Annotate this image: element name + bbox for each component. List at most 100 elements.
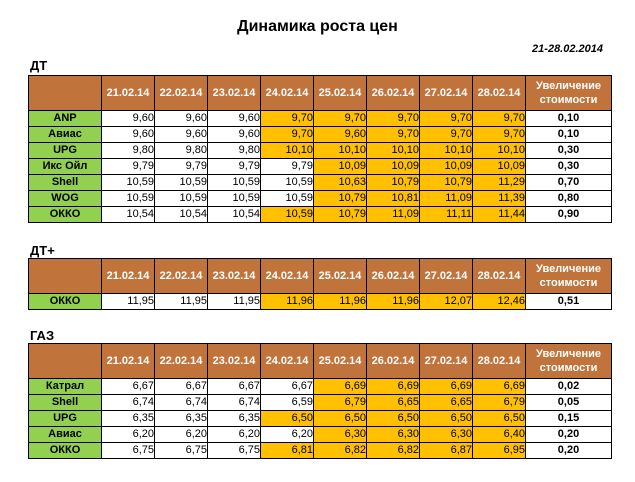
table-row: ОККО 10,54 10,54 10,54 10,59 10,79 11,09 11,11 1… <box>28 206 612 223</box>
date-header: 22.02.14 <box>154 75 208 111</box>
increase-cell: 0,51 <box>525 293 612 310</box>
price-cell: 11,39 <box>472 190 526 207</box>
price-cell: 6,20 <box>101 426 155 443</box>
price-cell: 6,67 <box>154 378 208 395</box>
price-cell: 10,59 <box>101 174 155 191</box>
price-cell: 9,70 <box>419 126 473 143</box>
price-cell: 6,74 <box>101 394 155 411</box>
price-cell: 9,70 <box>472 110 526 127</box>
price-cell: 6,69 <box>472 378 526 395</box>
header-row: 21.02.14 22.02.14 23.02.14 24.02.14 25.02.14… <box>28 258 612 294</box>
increase-cell: 0,20 <box>525 426 612 443</box>
date-header: 27.02.14 <box>419 258 473 294</box>
station-name: Shell <box>28 174 102 191</box>
header-row: 21.02.14 22.02.14 23.02.14 24.02.14 25.02.14… <box>28 343 612 379</box>
station-name: Авиас <box>28 126 102 143</box>
price-cell: 6,50 <box>366 410 420 427</box>
table-row: WOG 10,59 10,59 10,59 10,59 10,79 10,81 11,09 11… <box>28 190 612 207</box>
table-row: Shell 6,74 6,74 6,74 6,59 6,79 6,65 6,65 6,79 0,0… <box>28 394 612 411</box>
section-label: ГАЗ <box>30 328 55 343</box>
section-label: ДТ+ <box>30 243 55 258</box>
price-cell: 9,79 <box>101 158 155 175</box>
price-cell: 10,79 <box>419 174 473 191</box>
price-cell: 11,96 <box>260 293 314 310</box>
price-cell: 6,65 <box>419 394 473 411</box>
price-cell: 10,09 <box>472 158 526 175</box>
price-cell: 6,74 <box>154 394 208 411</box>
price-cell: 10,59 <box>154 190 208 207</box>
section-label: ДТ <box>30 58 48 73</box>
header-blank-cell <box>28 258 102 294</box>
period-label: 21-28.02.2014 <box>532 43 603 55</box>
price-cell: 6,87 <box>419 442 473 459</box>
date-header: 24.02.14 <box>260 75 314 111</box>
price-cell: 6,67 <box>207 378 261 395</box>
date-header: 24.02.14 <box>260 343 314 379</box>
price-cell: 6,82 <box>313 442 367 459</box>
date-header: 27.02.14 <box>419 75 473 111</box>
price-cell: 9,70 <box>260 110 314 127</box>
price-cell: 10,81 <box>366 190 420 207</box>
station-name: Катрал <box>28 378 102 395</box>
increase-cell: 0,02 <box>525 378 612 395</box>
increase-cell: 0,30 <box>525 158 612 175</box>
price-cell: 10,59 <box>207 174 261 191</box>
station-name: ОККО <box>28 293 102 310</box>
increase-cell: 0,05 <box>525 394 612 411</box>
station-name: UPG <box>28 410 102 427</box>
date-header: 23.02.14 <box>207 343 261 379</box>
table-row: Катрал 6,67 6,67 6,67 6,67 6,69 6,69 6,69 6,69 0,… <box>28 378 612 395</box>
price-cell: 10,54 <box>207 206 261 223</box>
increase-cell: 0,30 <box>525 142 612 159</box>
date-header: 23.02.14 <box>207 258 261 294</box>
price-cell: 6,69 <box>313 378 367 395</box>
price-cell: 6,67 <box>101 378 155 395</box>
price-cell: 6,79 <box>472 394 526 411</box>
increase-cell: 0,80 <box>525 190 612 207</box>
date-header: 26.02.14 <box>366 343 420 379</box>
price-cell: 11,09 <box>366 206 420 223</box>
increase-cell: 0,10 <box>525 126 612 143</box>
price-cell: 10,09 <box>313 158 367 175</box>
price-cell: 10,10 <box>313 142 367 159</box>
price-cell: 10,10 <box>472 142 526 159</box>
price-cell: 11,29 <box>472 174 526 191</box>
increase-cell: 0,20 <box>525 442 612 459</box>
price-cell: 9,70 <box>472 126 526 143</box>
price-table: 21.02.14 22.02.14 23.02.14 24.02.14 25.02.14… <box>28 258 612 310</box>
date-header: 26.02.14 <box>366 258 420 294</box>
price-cell: 10,63 <box>313 174 367 191</box>
date-header: 27.02.14 <box>419 343 473 379</box>
price-cell: 6,50 <box>472 410 526 427</box>
price-cell: 10,59 <box>260 174 314 191</box>
price-cell: 6,30 <box>313 426 367 443</box>
station-name: ANP <box>28 110 102 127</box>
price-cell: 12,07 <box>419 293 473 310</box>
date-header: 28.02.14 <box>472 343 526 379</box>
increase-cell: 0,15 <box>525 410 612 427</box>
price-cell: 9,60 <box>101 126 155 143</box>
increase-cell: 0,90 <box>525 206 612 223</box>
price-cell: 11,95 <box>101 293 155 310</box>
price-cell: 9,60 <box>207 110 261 127</box>
date-header: 22.02.14 <box>154 258 208 294</box>
price-table: 21.02.14 22.02.14 23.02.14 24.02.14 25.02.14… <box>28 75 612 223</box>
table-row: Авиас 6,20 6,20 6,20 6,20 6,30 6,30 6,30 6,40 0,2… <box>28 426 612 443</box>
price-cell: 9,80 <box>101 142 155 159</box>
price-cell: 11,95 <box>207 293 261 310</box>
price-cell: 6,95 <box>472 442 526 459</box>
price-cell: 9,60 <box>101 110 155 127</box>
station-name: UPG <box>28 142 102 159</box>
price-cell: 10,54 <box>101 206 155 223</box>
price-cell: 9,80 <box>207 142 261 159</box>
price-cell: 6,30 <box>366 426 420 443</box>
price-cell: 9,70 <box>260 126 314 143</box>
date-header: 25.02.14 <box>313 343 367 379</box>
price-cell: 6,67 <box>260 378 314 395</box>
price-cell: 11,95 <box>154 293 208 310</box>
price-cell: 9,70 <box>313 110 367 127</box>
price-cell: 9,60 <box>154 126 208 143</box>
price-cell: 6,74 <box>207 394 261 411</box>
station-name: Shell <box>28 394 102 411</box>
station-name: Авиас <box>28 426 102 443</box>
